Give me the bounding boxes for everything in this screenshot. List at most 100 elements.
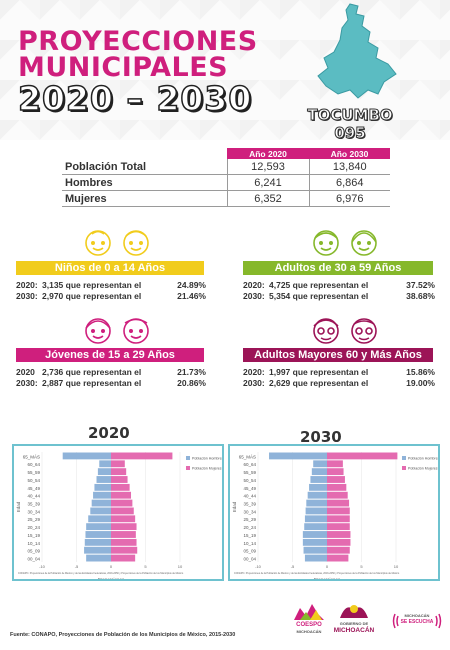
bar-women-65_MÁS <box>327 452 398 460</box>
y-tick-label: 30_34 <box>27 509 40 514</box>
y-tick-label: 10_14 <box>243 541 256 546</box>
bar-men-20_24 <box>86 523 111 531</box>
adult-faces-icon <box>313 230 377 256</box>
bar-women-60_64 <box>327 460 343 468</box>
chart-note: CONAPO. Proyecciones de la Población de … <box>18 572 184 575</box>
y-tick-label: 00_04 <box>27 557 40 562</box>
column-header: Año 2030 <box>309 148 390 159</box>
band-adultos: Adultos de 30 a 59 Años <box>243 261 433 275</box>
bar-women-40_44 <box>327 491 348 499</box>
x-tick-label: -5 <box>75 564 79 569</box>
bar-men-10_14 <box>302 538 327 546</box>
bar-women-00_04 <box>111 554 136 562</box>
bar-men-50_54 <box>310 476 327 483</box>
x-axis-title: Proporciones <box>98 577 125 579</box>
bar-women-45_49 <box>327 483 347 491</box>
y-tick-label: 25_29 <box>243 517 256 522</box>
bar-women-55_59 <box>111 468 127 476</box>
y-tick-label: 10_14 <box>27 541 40 546</box>
table-row: Hombres 6,241 6,864 <box>62 174 390 191</box>
michoacan-logo-text: MICHOACÁN <box>333 627 375 634</box>
legend-swatch-women <box>186 466 190 470</box>
y-tick-label: 05_09 <box>243 549 256 554</box>
bar-women-15_19 <box>111 531 136 538</box>
y-tick-label: 65_MÁS <box>239 453 256 459</box>
bar-women-30_34 <box>111 507 134 515</box>
bar-women-25_29 <box>327 515 350 523</box>
legend-swatch-men <box>186 456 190 460</box>
bar-men-40_44 <box>307 491 327 499</box>
bar-men-15_19 <box>302 531 327 538</box>
y-tick-label: 60_64 <box>27 462 40 467</box>
cell-2030: 13,840 <box>308 159 390 175</box>
x-tick-label: 0 <box>110 564 113 569</box>
x-tick-label: 10 <box>394 564 399 569</box>
chart-note: CONAPO. Proyecciones de la Población de … <box>234 572 400 575</box>
bar-women-25_29 <box>111 515 136 523</box>
bar-men-00_04 <box>304 554 327 562</box>
y-tick-label: 55_59 <box>243 470 256 475</box>
band-mayores: Adultos Mayores 60 y Más Años <box>243 348 433 362</box>
x-tick-label: -10 <box>255 564 262 569</box>
y-tick-label: 45_49 <box>243 486 256 491</box>
y-tick-label: 35_39 <box>27 502 40 507</box>
bar-men-30_34 <box>90 507 111 515</box>
coespo-logo-icon <box>294 604 324 620</box>
bar-women-65_MÁS <box>111 452 173 460</box>
bar-men-20_24 <box>304 523 327 531</box>
bar-men-60_64 <box>99 460 111 468</box>
cell-2020: 6,241 <box>226 174 309 191</box>
pyramid-2030-title: 2030 <box>300 428 342 446</box>
y-axis-title: Edad <box>232 501 237 512</box>
coespo-logo-subtext: MICHOACÁN <box>296 629 322 634</box>
band-ninos: Niños de 0 a 14 Años <box>16 261 204 275</box>
bar-women-45_49 <box>111 483 130 491</box>
bar-women-60_64 <box>111 460 125 468</box>
bar-women-20_24 <box>327 523 350 531</box>
bar-women-10_14 <box>327 538 351 546</box>
x-tick-label: 5 <box>144 564 147 569</box>
y-tick-label: 50_54 <box>243 478 256 483</box>
elderly-faces-icon <box>313 318 377 344</box>
y-tick-label: 15_19 <box>27 533 40 538</box>
y-tick-label: 20_24 <box>27 525 40 530</box>
column-header: Año 2020 <box>227 148 309 159</box>
population-table: Año 2020 Año 2030 Población Total 12,593… <box>62 148 390 207</box>
municipality-code: 095 <box>334 124 366 143</box>
bar-men-65_MÁS <box>269 452 327 460</box>
bar-men-40_44 <box>93 491 111 499</box>
bar-women-50_54 <box>111 476 128 483</box>
bar-women-00_04 <box>327 554 349 562</box>
bar-women-30_34 <box>327 507 350 515</box>
row-label: Mujeres <box>62 190 227 207</box>
bar-men-25_29 <box>88 515 111 523</box>
source-footer: Fuente: CONAPO, Proyecciones de Població… <box>10 632 236 638</box>
table-header-row: Año 2020 Año 2030 <box>62 148 390 159</box>
legend-swatch-women <box>402 466 406 470</box>
cell-2030: 6,864 <box>308 174 390 191</box>
legend-label-women: Población Mujeres <box>408 467 438 471</box>
legend-swatch-men <box>402 456 406 460</box>
bar-women-15_19 <box>327 531 351 538</box>
escucha-logo-text: SE ESCUCHA <box>400 619 434 625</box>
bar-women-05_09 <box>111 546 138 554</box>
table-row: Mujeres 6,352 6,976 <box>62 190 390 207</box>
bar-men-10_14 <box>84 538 111 546</box>
pyramid-2020-frame: 00_04 05_09 10_14 15_19 20_24 25_29 30_34 35_39… <box>12 444 224 582</box>
y-tick-label: 35_39 <box>243 502 256 507</box>
y-tick-label: 15_19 <box>243 533 256 538</box>
table-row: Población Total 12,593 13,840 <box>62 159 390 175</box>
legend-label-men: Población Hombres <box>192 457 222 461</box>
bar-women-35_39 <box>327 499 350 507</box>
bar-men-15_19 <box>85 531 111 538</box>
y-axis-title: Edad <box>16 501 21 512</box>
pyramid-2020-title: 2020 <box>88 424 130 442</box>
y-tick-label: 30_34 <box>243 509 256 514</box>
bar-men-25_29 <box>304 515 327 523</box>
bar-women-50_54 <box>327 476 345 483</box>
legend-label-women: Población Mujeres <box>192 467 222 471</box>
bar-men-55_59 <box>97 468 111 476</box>
bar-women-05_09 <box>327 546 350 554</box>
x-tick-label: -5 <box>291 564 295 569</box>
bar-women-40_44 <box>111 491 132 499</box>
